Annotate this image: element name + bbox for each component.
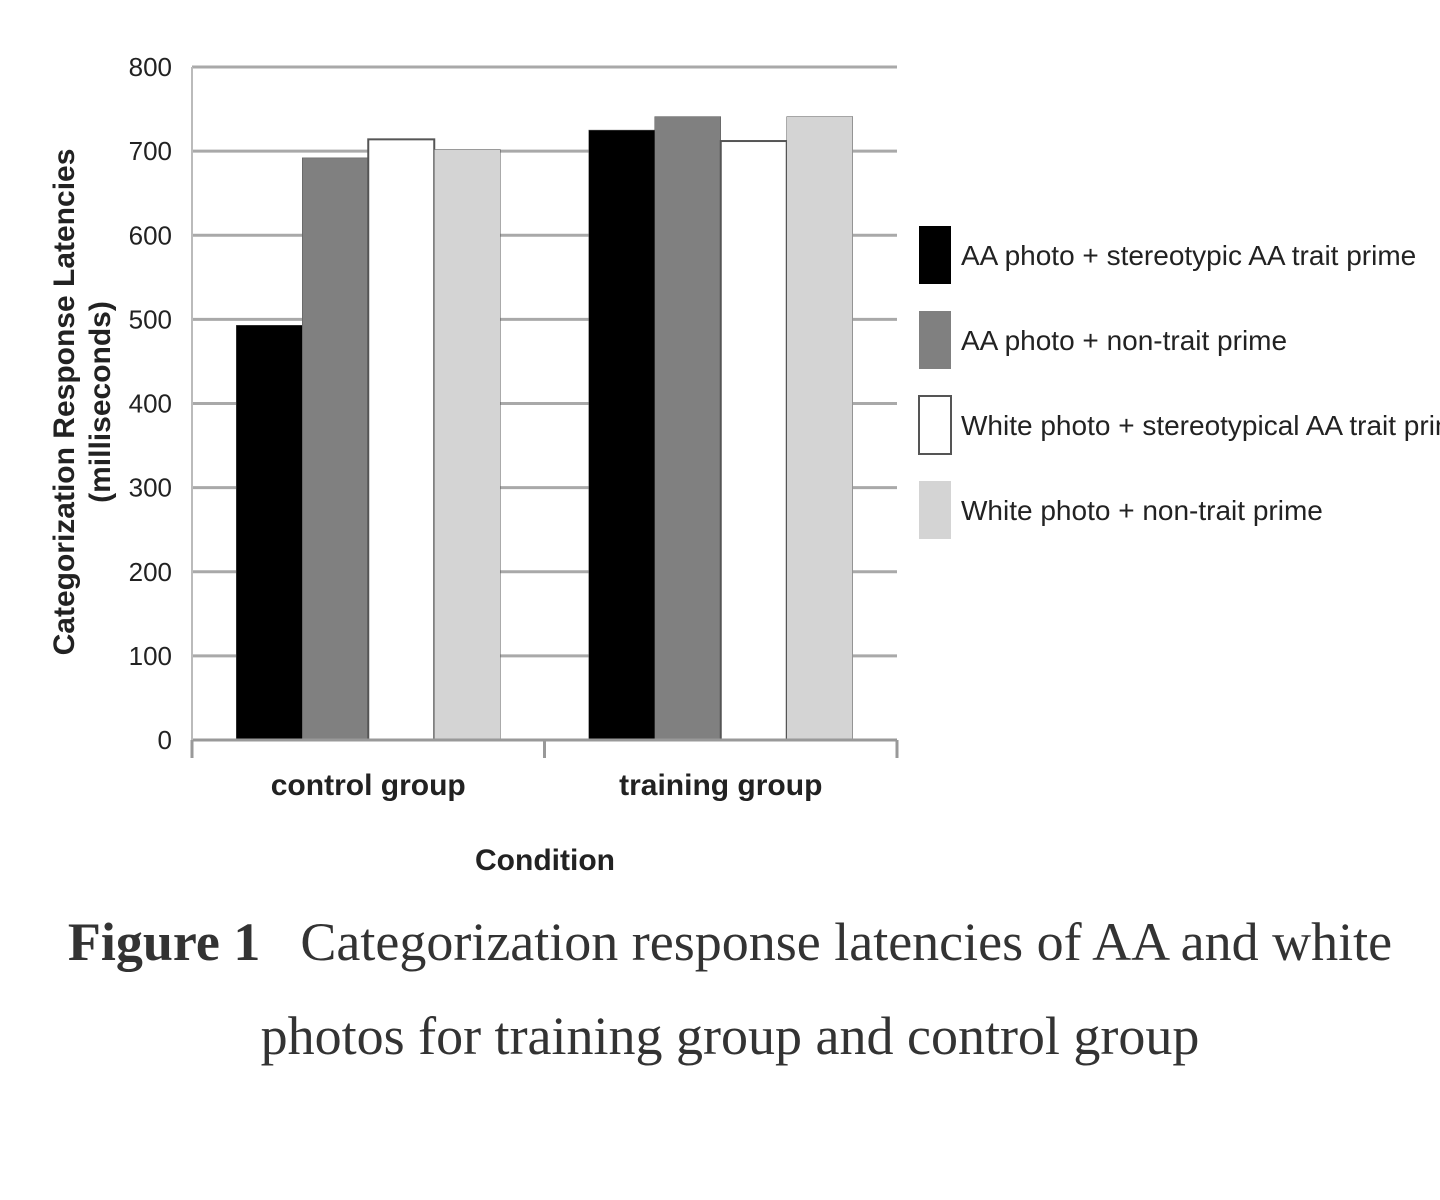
bar-1-0 [588, 129, 655, 741]
bar-1-3 [786, 116, 853, 741]
y-tick-label-700: 700 [129, 136, 172, 166]
y-axis-title-line-1: (milliseconds) [84, 301, 117, 503]
bar-1-2 [719, 140, 788, 741]
legend-swatch-1 [919, 311, 951, 369]
y-tick-labels: 0 100 200 300 400 500 600 700 800 [129, 52, 172, 755]
y-axis-title: Categorization Response Latencies (millis… [48, 149, 117, 656]
y-tick-label-0: 0 [158, 725, 172, 755]
category-label-0: control group [271, 769, 466, 802]
x-axis-title: Condition [475, 844, 615, 877]
caption-text: Categorization response latencies of AA … [260, 912, 1393, 1066]
y-tick-label-400: 400 [129, 389, 172, 419]
legend-label-0: AA photo + stereotypic AA trait prime [961, 240, 1416, 271]
legend-label-3: White photo + non-trait prime [961, 495, 1323, 526]
bar-0-2 [367, 138, 436, 742]
bars [236, 116, 853, 742]
x-axis [190, 67, 899, 758]
y-tick-label-100: 100 [129, 641, 172, 671]
bar-0-3 [434, 149, 501, 741]
y-tick-label-500: 500 [129, 304, 172, 334]
y-axis-title-line-0: Categorization Response Latencies [48, 149, 81, 656]
y-tick-label-300: 300 [129, 473, 172, 503]
legend: AA photo + stereotypic AA trait prime AA … [918, 226, 1440, 539]
y-tick-label-200: 200 [129, 557, 172, 587]
figure-number: Figure 1 [67, 912, 261, 972]
category-labels: control group training group [271, 769, 823, 802]
y-tick-label-600: 600 [129, 220, 172, 250]
y-tick-label-800: 800 [129, 52, 172, 82]
bar-0-0 [236, 325, 303, 741]
bar-1-1 [654, 116, 721, 741]
legend-swatch-0 [919, 226, 951, 284]
figure-caption: Figure 1 Categorization response latencie… [40, 895, 1420, 1083]
legend-label-2: White photo + stereotypical AA trait pri… [961, 410, 1440, 441]
legend-swatch-2 [918, 395, 952, 455]
legend-label-1: AA photo + non-trait prime [961, 325, 1287, 356]
category-label-1: training group [619, 769, 822, 802]
legend-swatch-3 [919, 481, 951, 539]
bar-0-1 [302, 157, 369, 741]
bar-chart: 0 100 200 300 400 500 600 700 800 control group t… [48, 52, 1440, 877]
